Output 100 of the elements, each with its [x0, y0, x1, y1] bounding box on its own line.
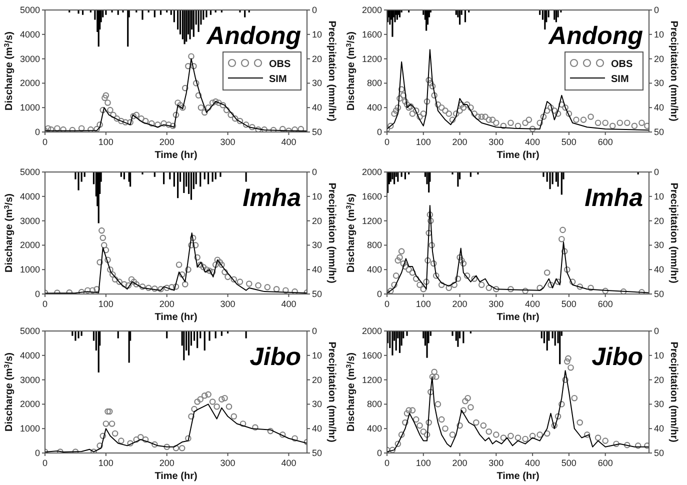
y2-axis-title: Precipitation (mm/hr)	[668, 182, 679, 284]
y2-tick-label: 40	[654, 424, 664, 434]
x-tick-label: 100	[416, 137, 431, 147]
text: Andong	[206, 22, 301, 50]
x-tick-label: 0	[384, 458, 390, 468]
x-tick-label: 600	[598, 458, 613, 468]
x-tick-label: 100	[98, 458, 114, 468]
text: Imha	[584, 184, 644, 212]
x-tick-label: 300	[220, 299, 236, 309]
x-tick-label: 0	[42, 299, 48, 309]
x-tick-label: 600	[598, 137, 613, 147]
x-tick-label: 400	[281, 299, 296, 309]
x-tick-label: 0	[384, 137, 390, 147]
x-tick-label: 500	[561, 299, 576, 309]
y-tick-label: 1600	[362, 29, 382, 40]
x-tick-label: 300	[220, 137, 236, 147]
x-tick-label: 200	[159, 458, 174, 468]
y2-tick-label: 50	[312, 127, 322, 137]
y2-tick-label: 40	[312, 264, 322, 275]
y-tick-label: 800	[366, 240, 382, 250]
y-tick-label: 5000	[20, 326, 40, 336]
x-tick-label: 200	[452, 458, 468, 468]
y2-axis-title: Precipitation (mm/hr)	[326, 20, 337, 122]
x-axis-title: Time (hr)	[496, 150, 540, 161]
x-tick-label: 500	[561, 458, 576, 468]
x-tick-label: 200	[159, 299, 174, 309]
y-tick-label: 1000	[20, 424, 40, 434]
text: Imha	[242, 184, 302, 212]
y2-tick-label: 0	[654, 167, 660, 177]
y2-tick-label: 0	[312, 5, 318, 15]
x-tick-label: 100	[98, 137, 114, 147]
legend-label: SIM	[269, 74, 287, 85]
text: Jibo	[592, 343, 643, 371]
y2-tick-label: 0	[654, 326, 660, 336]
y-tick-label: 3000	[20, 216, 40, 226]
y2-tick-label: 50	[654, 127, 664, 137]
y-tick-label: 4000	[20, 350, 40, 360]
x-axis-title: Time (hr)	[154, 312, 198, 323]
y-tick-label: 1200	[362, 216, 382, 226]
x-tick-label: 100	[416, 299, 431, 309]
y2-axis-title: Precipitation (mm/hr)	[326, 342, 337, 442]
y2-tick-label: 10	[654, 29, 664, 40]
y2-tick-label: 30	[654, 78, 664, 88]
text: Andong	[548, 22, 643, 50]
x-tick-label: 300	[488, 137, 504, 147]
y-tick-label: 400	[366, 424, 382, 434]
x-tick-label: 0	[384, 299, 390, 309]
x-tick-label: 100	[98, 299, 114, 309]
y-tick-label: 0	[376, 127, 382, 137]
y-tick-label: 3000	[20, 54, 40, 64]
y2-tick-label: 40	[654, 264, 664, 275]
y-tick-label: 1000	[20, 102, 40, 113]
y2-tick-label: 20	[654, 54, 664, 64]
y-tick-label: 0	[34, 127, 40, 137]
x-tick-label: 300	[220, 458, 236, 468]
y-tick-label: 5000	[20, 5, 40, 15]
x-axis-title: Time (hr)	[154, 471, 198, 482]
y2-tick-label: 20	[654, 216, 664, 226]
x-axis-title: Time (hr)	[496, 471, 540, 482]
y-tick-label: 2000	[20, 78, 40, 88]
y2-tick-label: 50	[312, 448, 322, 458]
y2-tick-label: 30	[312, 78, 322, 88]
text: Jibo	[250, 343, 301, 371]
x-tick-label: 0	[42, 458, 48, 468]
y2-tick-label: 30	[654, 240, 664, 250]
y2-tick-label: 20	[312, 216, 322, 226]
y2-axis-title: Precipitation (mm/hr)	[668, 20, 679, 122]
y2-tick-label: 30	[312, 240, 322, 250]
y-tick-label: 800	[366, 399, 382, 410]
x-tick-label: 300	[488, 299, 504, 309]
x-tick-label: 200	[452, 299, 468, 309]
x-tick-label: 400	[525, 458, 540, 468]
y-tick-label: 3000	[20, 374, 40, 385]
x-tick-label: 200	[452, 137, 468, 147]
x-tick-label: 0	[42, 137, 48, 147]
x-tick-label: 300	[488, 458, 504, 468]
y2-tick-label: 10	[312, 191, 322, 202]
x-tick-label: 100	[416, 458, 431, 468]
y2-tick-label: 10	[654, 191, 664, 202]
y2-tick-label: 50	[312, 289, 322, 299]
y2-tick-label: 0	[312, 167, 318, 177]
x-tick-label: 200	[159, 137, 174, 147]
y-tick-label: 0	[376, 289, 382, 299]
y2-tick-label: 10	[312, 350, 322, 360]
y-tick-label: 400	[366, 264, 382, 275]
y-tick-label: 0	[34, 289, 40, 299]
y2-axis-title: Precipitation (mm/hr)	[668, 342, 679, 442]
y-tick-label: 0	[376, 448, 382, 458]
y-tick-label: 1600	[362, 350, 382, 360]
y-tick-label: 800	[366, 78, 382, 88]
y-tick-label: 1200	[362, 374, 382, 385]
y2-tick-label: 40	[312, 424, 322, 434]
y-tick-label: 0	[34, 448, 40, 458]
x-axis-title: Time (hr)	[496, 312, 540, 323]
y-tick-label: 400	[366, 102, 382, 113]
y2-tick-label: 10	[654, 350, 664, 360]
x-tick-label: 400	[281, 458, 296, 468]
x-tick-label: 500	[561, 137, 576, 147]
y2-tick-label: 20	[312, 374, 322, 385]
x-tick-label: 400	[281, 137, 296, 147]
